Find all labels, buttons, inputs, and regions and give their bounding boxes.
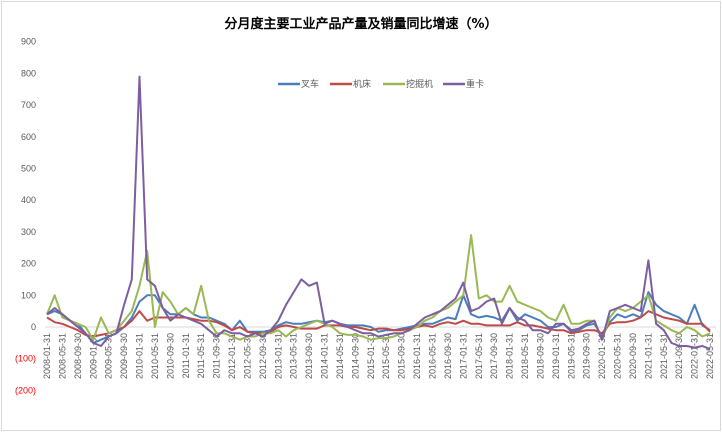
- x-tick-label: 2021-05-31: [659, 333, 669, 379]
- x-tick-label: 2014-01-31: [320, 333, 330, 379]
- y-tick-label: 500: [21, 164, 36, 174]
- y-tick-label: 800: [21, 68, 36, 78]
- x-tick-label: 2011-01-31: [181, 333, 191, 378]
- x-tick-label: 2018-05-31: [520, 333, 530, 379]
- x-tick-label: 2022-05-31: [705, 333, 715, 379]
- x-tick-label: 2020-09-30: [628, 333, 638, 379]
- x-tick-label: 2020-05-31: [613, 333, 623, 379]
- legend-label: 叉车: [301, 78, 319, 89]
- x-tick-label: 2016-09-30: [443, 333, 453, 379]
- legend-item: 重卡: [443, 78, 484, 89]
- x-tick-label: 2011-09-30: [212, 333, 222, 378]
- x-tick-label: 2013-01-31: [273, 333, 283, 379]
- x-tick-label: 2013-05-31: [289, 333, 299, 379]
- x-tick-label: 2010-01-31: [135, 333, 145, 379]
- x-tick-label: 2012-05-31: [242, 333, 252, 379]
- x-tick-label: 2012-09-30: [258, 333, 268, 379]
- legend-item: 机床: [330, 78, 371, 89]
- y-tick-label: 300: [21, 227, 36, 237]
- y-tick-label: 200: [21, 259, 36, 269]
- y-tick-label: (100): [15, 354, 36, 364]
- y-tick-label: 700: [21, 100, 36, 110]
- x-tick-label: 2009-09-30: [119, 333, 129, 379]
- chart-title: 分月度主要工业产品产量及销量同比增速（%）: [224, 17, 498, 32]
- legend-label: 机床: [353, 78, 371, 89]
- x-tick-label: 2016-01-31: [412, 333, 422, 379]
- x-tick-label: 2018-09-30: [535, 333, 545, 379]
- y-tick-label: (200): [15, 385, 36, 395]
- x-tick-label: 2019-09-30: [582, 333, 592, 379]
- x-tick-label: 2008-09-30: [73, 333, 83, 379]
- x-tick-label: 2021-01-31: [643, 333, 653, 379]
- y-tick-label: 400: [21, 195, 36, 205]
- series-line-4: [46, 75, 711, 351]
- x-tick-label: 2021-09-30: [674, 333, 684, 379]
- y-tick-label: 0: [31, 322, 36, 332]
- legend-item: 叉车: [278, 78, 319, 89]
- x-tick-label: 2012-01-31: [227, 333, 237, 379]
- x-tick-label: 2013-09-30: [304, 333, 314, 379]
- x-tick-label: 2016-05-31: [428, 333, 438, 379]
- x-tick-label: 2022-01-31: [690, 333, 700, 379]
- x-tick-label: 2015-01-31: [366, 333, 376, 379]
- x-tick-label: 2017-09-30: [489, 333, 499, 379]
- y-tick-label: 900: [21, 37, 36, 47]
- legend-label: 挖掘机: [406, 78, 433, 89]
- x-tick-label: 2010-05-31: [150, 333, 160, 379]
- x-tick-label: 2018-01-31: [505, 333, 515, 379]
- x-tick-label: 2020-01-31: [597, 333, 607, 379]
- x-tick-label: 2009-01-31: [88, 333, 98, 379]
- x-tick-label: 2010-09-30: [165, 333, 175, 379]
- x-tick-label: 2009-05-31: [104, 333, 114, 379]
- legend: 叉车 机床 挖掘机 重卡: [278, 78, 484, 89]
- legend-item: 挖掘机: [383, 78, 433, 89]
- x-tick-label: 2008-05-31: [57, 333, 67, 379]
- x-axis: 2008-01-31 2008-05-31 2008-09-30 2009-01-31…: [42, 333, 715, 379]
- x-tick-label: 2008-01-31: [42, 333, 52, 379]
- x-tick-label: 2017-05-31: [474, 333, 484, 379]
- x-tick-label: 2019-05-31: [566, 333, 576, 379]
- x-tick-label: 2017-01-31: [458, 333, 468, 379]
- x-tick-label: 2019-01-31: [551, 333, 561, 379]
- x-tick-label: 2015-05-31: [381, 333, 391, 379]
- x-tick-label: 2014-05-31: [335, 333, 345, 379]
- x-tick-label: 2015-09-30: [397, 333, 407, 379]
- y-tick-label: 100: [21, 290, 36, 300]
- y-axis: 900 800 700 600 500 400 300 200 100 0 (100) (200): [15, 37, 716, 395]
- x-tick-label: 2011-05-31: [196, 333, 206, 378]
- x-tick-label: 2014-09-30: [350, 333, 360, 379]
- series-lines: [46, 75, 711, 351]
- y-tick-label: 600: [21, 132, 36, 142]
- legend-label: 重卡: [466, 78, 484, 89]
